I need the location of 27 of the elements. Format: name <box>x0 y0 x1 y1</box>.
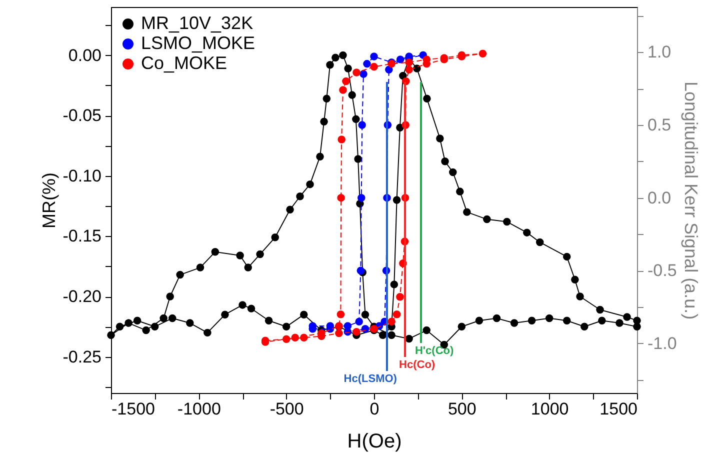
x-tick-label: -500 <box>270 400 304 418</box>
y-tick-label: -0.15 <box>62 226 102 246</box>
y2-tick-label: -0.5 <box>648 261 677 280</box>
y-tick-label: -0.10 <box>62 166 102 186</box>
x-axis-title: H(Oe) <box>347 430 402 452</box>
x-tick-label: -1500 <box>112 400 155 418</box>
x-tick-label: 1500 <box>600 400 638 418</box>
ref-line-label: Hc(LSMO) <box>344 373 398 385</box>
y-tick-label: -0.05 <box>62 106 102 126</box>
y2-tick-label: -1.0 <box>648 334 677 353</box>
legend-label: LSMO_MOKE <box>141 33 256 53</box>
ref-line-label: H'c(Co) <box>414 345 454 357</box>
y2-tick-label: 0.0 <box>648 188 672 208</box>
y-tick-label: -0.25 <box>62 347 102 366</box>
x-tick-label: -1000 <box>177 400 221 418</box>
x-tick-label: 500 <box>448 400 476 418</box>
y-tick-label: -0.20 <box>62 287 102 306</box>
legend-label: MR_10V_32K <box>141 13 254 33</box>
y-tick-label: 0.00 <box>68 46 102 65</box>
y-axis-title: MR(%) <box>38 172 59 228</box>
y2-tick-label: 0.5 <box>648 115 672 134</box>
y2-axis-title: Longitudinal Kerr Signal (a.u.) <box>680 81 701 320</box>
ref-line-label: Hc(Co) <box>399 359 436 371</box>
y2-tick-label: 1.0 <box>648 42 672 62</box>
x-tick-label: 1000 <box>530 400 569 418</box>
x-tick-label: 0 <box>370 400 380 418</box>
legend-label: Co_MOKE <box>141 53 228 73</box>
